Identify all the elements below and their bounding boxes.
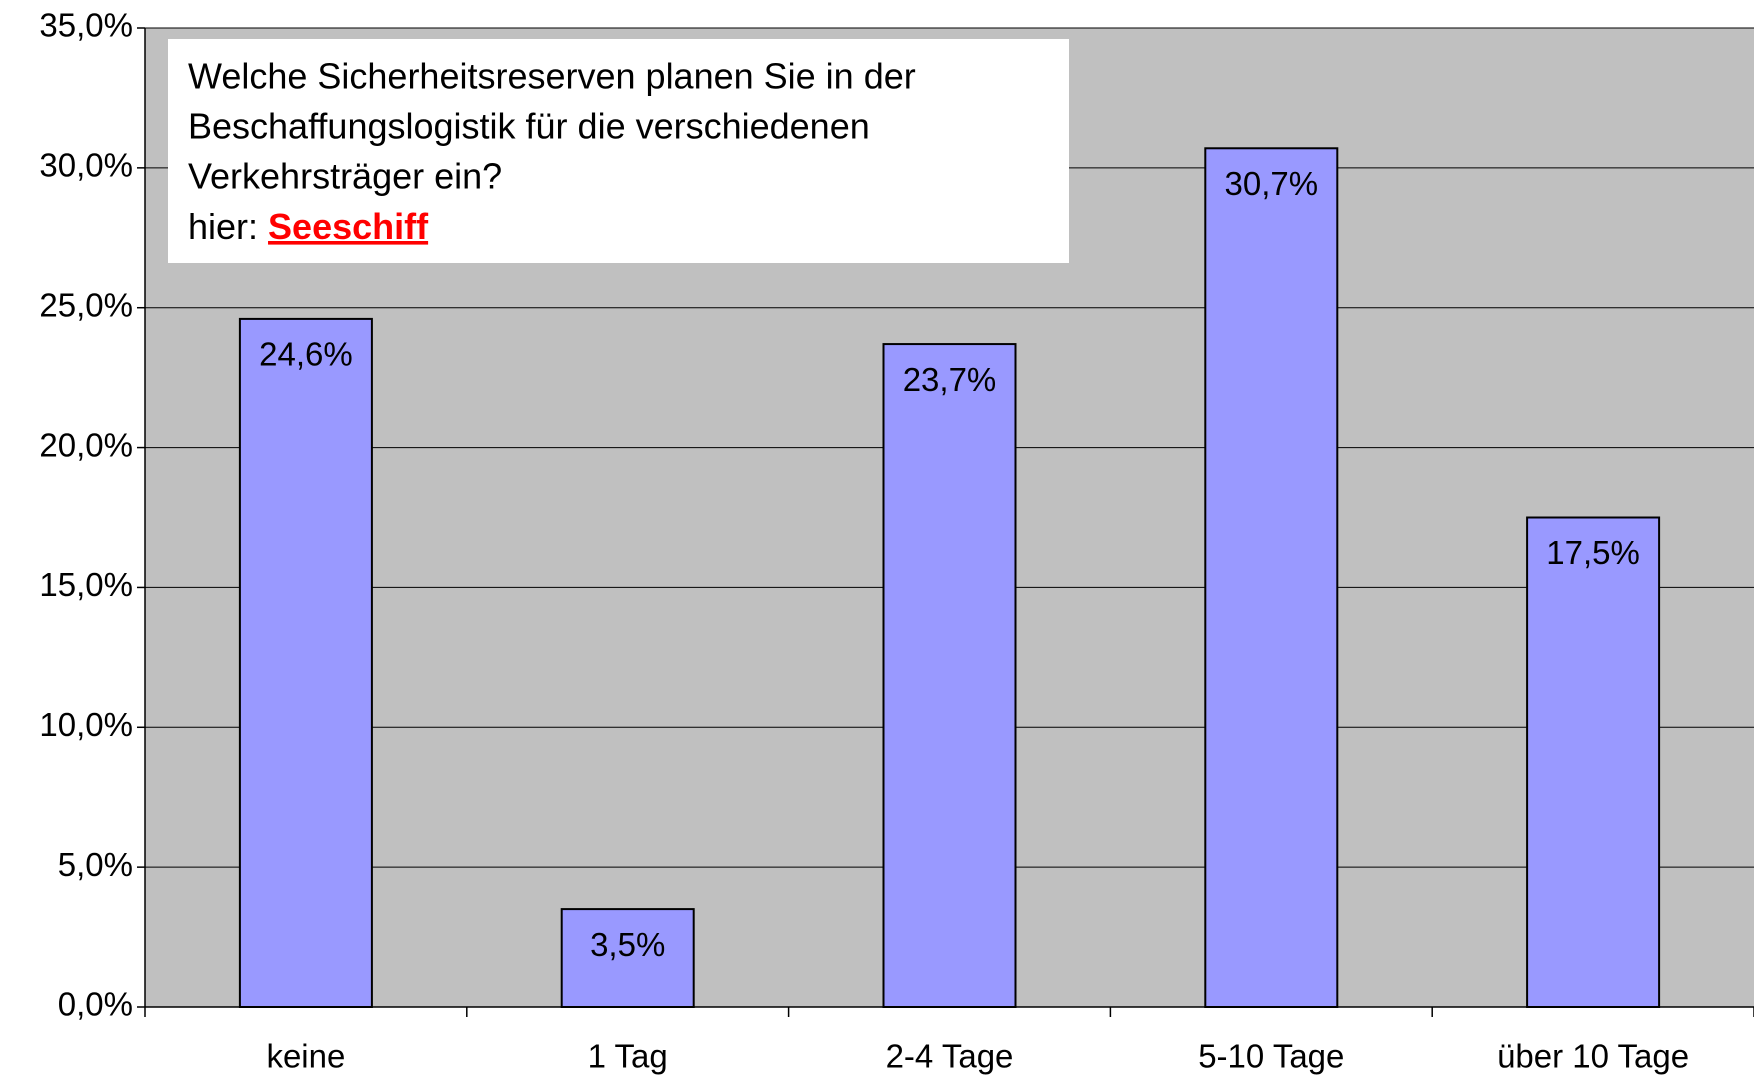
y-tick-label: 10,0% xyxy=(39,706,133,743)
data-label: 17,5% xyxy=(1546,534,1640,571)
y-tick-label: 15,0% xyxy=(39,566,133,603)
x-tick-label: 5-10 Tage xyxy=(1198,1038,1344,1075)
data-label: 23,7% xyxy=(903,361,997,398)
annotation-box xyxy=(168,39,1069,263)
annotation-prefix: hier: xyxy=(188,206,258,247)
bar xyxy=(560,908,695,1008)
y-tick-label: 5,0% xyxy=(58,846,133,883)
data-label: 30,7% xyxy=(1225,165,1319,202)
y-tick-label: 35,0% xyxy=(39,7,133,44)
x-tick-label: 2-4 Tage xyxy=(886,1038,1014,1075)
annotation-highlight: Seeschiff xyxy=(268,206,429,247)
annotation-line: hier: Seeschiff xyxy=(188,206,429,247)
bar xyxy=(882,343,1017,1008)
y-tick-label: 20,0% xyxy=(39,426,133,463)
data-label: 3,5% xyxy=(590,926,665,963)
y-tick-label: 25,0% xyxy=(39,286,133,323)
y-tick-label: 0,0% xyxy=(58,986,133,1023)
y-tick-label: 30,0% xyxy=(39,147,133,184)
data-label: 24,6% xyxy=(259,336,353,373)
annotation-line: Welche Sicherheitsreserven planen Sie in… xyxy=(188,56,916,97)
annotation-line: Beschaffungslogistik für die verschieden… xyxy=(188,106,870,147)
annotation-line: Verkehrsträger ein? xyxy=(188,156,502,197)
x-tick-label: keine xyxy=(266,1038,345,1075)
bar xyxy=(1526,516,1661,1008)
x-tick-label: über 10 Tage xyxy=(1497,1038,1689,1075)
bar xyxy=(238,317,373,1009)
bar xyxy=(1204,147,1339,1008)
x-tick-label: 1 Tag xyxy=(588,1038,668,1075)
